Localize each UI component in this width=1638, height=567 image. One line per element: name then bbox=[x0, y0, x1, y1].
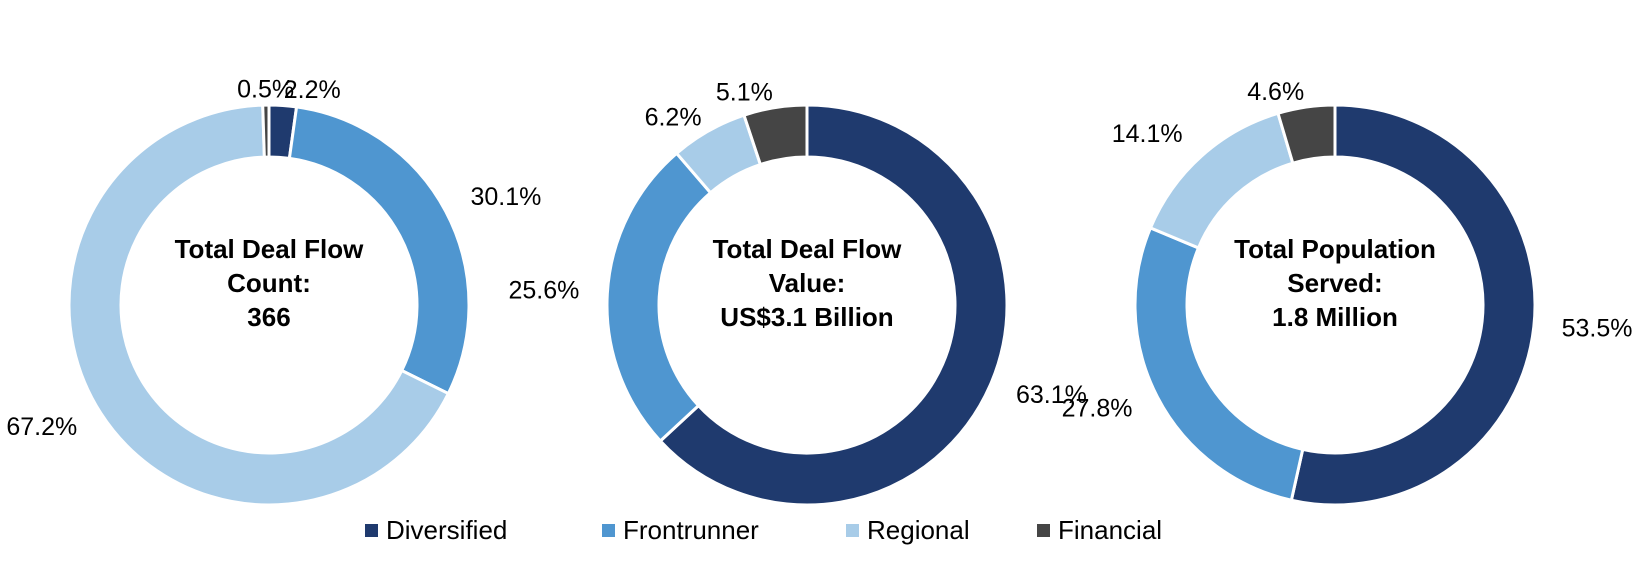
center-text: 1.8 Million bbox=[1272, 302, 1398, 332]
center-text: Served: bbox=[1287, 268, 1382, 298]
center-text: Total Deal Flow bbox=[713, 234, 903, 264]
data-label: 4.6% bbox=[1247, 78, 1304, 106]
data-label: 53.5% bbox=[1562, 315, 1633, 343]
center-text: US$3.1 Billion bbox=[720, 302, 893, 332]
data-label: 25.6% bbox=[508, 277, 579, 305]
center-text: Count: bbox=[227, 268, 311, 298]
center-text: 366 bbox=[247, 302, 290, 332]
legend-label: Financial bbox=[1058, 515, 1162, 545]
donut-slice bbox=[605, 151, 713, 444]
donut-slice bbox=[287, 105, 471, 396]
donut-slice bbox=[742, 103, 809, 167]
donut-slice bbox=[1289, 103, 1537, 507]
legend-swatch bbox=[365, 524, 378, 537]
legend-swatch bbox=[1037, 524, 1050, 537]
legend-label: Regional bbox=[867, 515, 970, 545]
donut-slice bbox=[67, 103, 451, 507]
donut-slice bbox=[261, 103, 271, 159]
data-label: 14.1% bbox=[1112, 120, 1183, 148]
data-label: 63.1% bbox=[1016, 381, 1087, 409]
center-text: Total Population bbox=[1234, 234, 1436, 264]
legend-label: Frontrunner bbox=[623, 515, 759, 545]
donut-slice bbox=[658, 103, 1009, 507]
legend-swatch bbox=[846, 524, 859, 537]
data-label: 67.2% bbox=[6, 413, 77, 441]
data-label: 30.1% bbox=[470, 183, 541, 211]
donut-slice bbox=[1276, 103, 1337, 166]
data-label: 5.1% bbox=[716, 78, 773, 106]
data-label: 6.2% bbox=[645, 103, 702, 131]
center-text: Value: bbox=[769, 268, 846, 298]
center-text: Total Deal Flow bbox=[175, 234, 365, 264]
data-label: 27.8% bbox=[1062, 394, 1133, 422]
legend-swatch bbox=[602, 524, 615, 537]
data-label: 0.5% bbox=[237, 76, 294, 104]
data-label: 2.2% bbox=[284, 76, 341, 104]
donut-slice bbox=[1133, 225, 1305, 502]
legend-label: Diversified bbox=[386, 515, 507, 545]
